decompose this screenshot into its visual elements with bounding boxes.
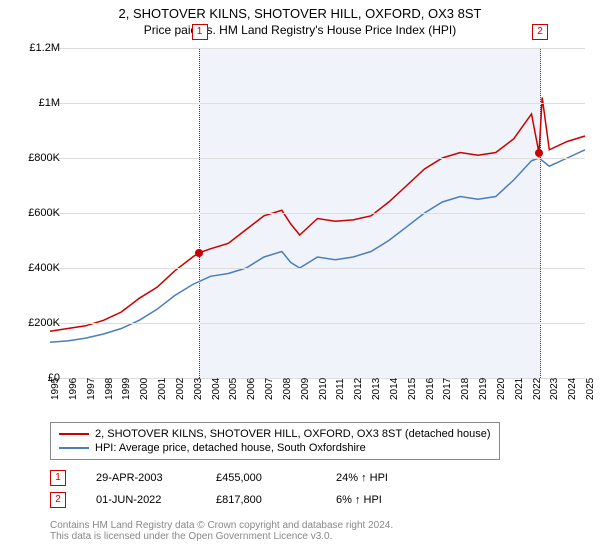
y-axis-label: £400K: [15, 262, 60, 274]
x-axis-label: 2017: [442, 378, 453, 400]
x-axis-label: 1999: [121, 378, 132, 400]
legend-item: HPI: Average price, detached house, Sout…: [59, 441, 491, 455]
x-axis-label: 2012: [353, 378, 364, 400]
transaction-row: 1 29-APR-2003 £455,000 24% ↑ HPI: [50, 470, 426, 486]
transaction-delta: 6% ↑ HPI: [336, 494, 426, 506]
footer-line: This data is licensed under the Open Gov…: [50, 531, 393, 542]
x-axis-label: 1998: [104, 378, 115, 400]
transaction-delta: 24% ↑ HPI: [336, 472, 426, 484]
y-axis-label: £600K: [15, 207, 60, 219]
y-axis-label: £200K: [15, 317, 60, 329]
chart-marker-label: 1: [192, 24, 208, 40]
x-axis-label: 2015: [407, 378, 418, 400]
series-property: [50, 98, 585, 332]
y-axis-label: £1M: [15, 97, 60, 109]
x-axis-label: 2010: [318, 378, 329, 400]
x-axis-label: 2018: [460, 378, 471, 400]
chart-title: 2, SHOTOVER KILNS, SHOTOVER HILL, OXFORD…: [0, 0, 600, 21]
chart-marker-dot: [195, 249, 203, 257]
grid-line: [50, 268, 585, 269]
x-axis-label: 2002: [175, 378, 186, 400]
y-axis-label: £0: [15, 372, 60, 384]
footer-text: Contains HM Land Registry data © Crown c…: [50, 520, 393, 542]
x-axis-label: 2003: [193, 378, 204, 400]
grid-line: [50, 158, 585, 159]
x-axis-label: 2024: [567, 378, 578, 400]
legend-item: 2, SHOTOVER KILNS, SHOTOVER HILL, OXFORD…: [59, 427, 491, 441]
x-axis-label: 2025: [585, 378, 596, 400]
x-axis-label: 2013: [371, 378, 382, 400]
transaction-price: £455,000: [216, 472, 306, 484]
x-axis-label: 2004: [211, 378, 222, 400]
y-axis-label: £800K: [15, 152, 60, 164]
chart-container: 2, SHOTOVER KILNS, SHOTOVER HILL, OXFORD…: [0, 0, 600, 560]
x-axis-label: 2021: [514, 378, 525, 400]
y-axis-label: £1.2M: [15, 42, 60, 54]
x-axis-label: 1997: [86, 378, 97, 400]
plot-area: 12: [50, 48, 585, 379]
grid-line: [50, 213, 585, 214]
grid-line: [50, 323, 585, 324]
x-axis-label: 2014: [389, 378, 400, 400]
chart-marker-label: 2: [532, 24, 548, 40]
legend-label: HPI: Average price, detached house, Sout…: [95, 442, 366, 454]
grid-line: [50, 48, 585, 49]
x-axis-label: 2008: [282, 378, 293, 400]
x-axis-label: 2023: [549, 378, 560, 400]
transaction-marker: 1: [50, 470, 66, 486]
chart-marker-dot: [535, 149, 543, 157]
transaction-date: 01-JUN-2022: [96, 494, 186, 506]
x-axis-label: 2005: [228, 378, 239, 400]
x-axis-label: 2016: [425, 378, 436, 400]
transactions-table: 1 29-APR-2003 £455,000 24% ↑ HPI 2 01-JU…: [50, 470, 426, 514]
x-axis-label: 2009: [300, 378, 311, 400]
x-axis-label: 1996: [68, 378, 79, 400]
x-axis-label: 2011: [335, 378, 346, 400]
x-axis-label: 2020: [496, 378, 507, 400]
transaction-date: 29-APR-2003: [96, 472, 186, 484]
x-axis-label: 2007: [264, 378, 275, 400]
transaction-marker: 2: [50, 492, 66, 508]
x-axis-labels: 1995199619971998199920002001200220032004…: [50, 380, 585, 420]
transaction-row: 2 01-JUN-2022 £817,800 6% ↑ HPI: [50, 492, 426, 508]
x-axis-label: 2000: [139, 378, 150, 400]
legend-swatch: [59, 447, 89, 449]
x-axis-label: 2006: [246, 378, 257, 400]
transaction-price: £817,800: [216, 494, 306, 506]
legend-label: 2, SHOTOVER KILNS, SHOTOVER HILL, OXFORD…: [95, 428, 491, 440]
grid-line: [50, 103, 585, 104]
x-axis-label: 2019: [478, 378, 489, 400]
chart-subtitle: Price paid vs. HM Land Registry's House …: [0, 21, 600, 37]
x-axis-label: 2001: [157, 378, 168, 400]
series-hpi: [50, 150, 585, 342]
legend-box: 2, SHOTOVER KILNS, SHOTOVER HILL, OXFORD…: [50, 422, 500, 460]
legend-swatch: [59, 433, 89, 435]
footer-line: Contains HM Land Registry data © Crown c…: [50, 520, 393, 531]
x-axis-label: 2022: [532, 378, 543, 400]
